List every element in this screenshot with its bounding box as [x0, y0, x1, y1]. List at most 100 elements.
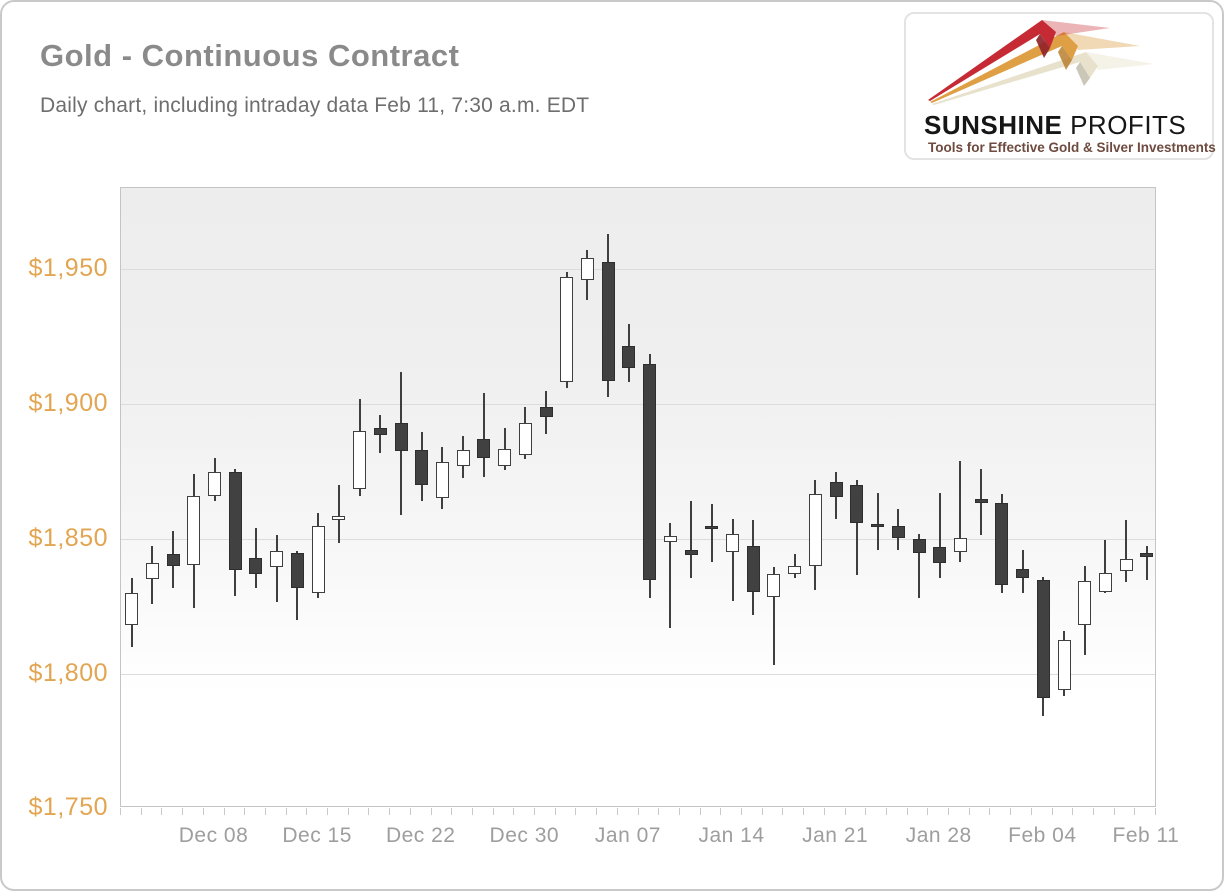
x-axis-day-tick [616, 808, 618, 815]
gridline-1950 [121, 269, 1155, 270]
x-axis-day-tick [575, 808, 577, 815]
candle-wick [669, 522, 672, 629]
x-axis-label: Dec 15 [282, 824, 352, 847]
x-axis-day-tick [948, 808, 949, 815]
x-axis-label: Dec 22 [385, 824, 456, 847]
x-axis-label: Feb 04 [1008, 824, 1077, 847]
y-axis-label: $1,750 [28, 793, 108, 821]
x-axis-day-tick [823, 808, 825, 815]
x-axis-day-tick [368, 808, 370, 815]
candle-body [435, 462, 449, 499]
chart-title: Gold - Continuous Contract [40, 38, 460, 73]
candle-body [353, 431, 367, 490]
candle-body [1057, 640, 1071, 691]
candle-wick [710, 503, 713, 562]
chart-subtitle: Daily chart, including intraday data Feb… [40, 94, 590, 117]
x-axis-day-tick [1113, 808, 1115, 815]
candle-body [953, 537, 967, 553]
candle-body [912, 539, 926, 553]
x-axis-day-tick [989, 808, 991, 815]
logo-name: SUNSHINE PROFITS [924, 110, 1204, 141]
x-axis-day-tick [471, 808, 473, 815]
x-axis-label: Dec 30 [489, 824, 560, 847]
x-axis-label: Jan 07 [594, 824, 661, 847]
x-axis-day-tick [782, 808, 784, 815]
candle-body [290, 552, 304, 588]
candle-body [850, 485, 864, 523]
x-axis-label: Jan 14 [698, 824, 765, 847]
candle-wick [690, 501, 693, 579]
x-axis-day-tick [803, 808, 805, 815]
candle-wick [254, 528, 257, 588]
candle-wick [855, 479, 858, 576]
x-axis-day-tick [451, 808, 453, 815]
x-axis-day-tick [161, 808, 163, 815]
x-axis-day-tick [637, 808, 639, 815]
x-axis-day-tick [306, 808, 308, 815]
logo-tagline: Tools for Effective Gold & Silver Invest… [928, 140, 1216, 155]
x-axis-day-tick [202, 808, 204, 815]
x-axis-day-tick [1092, 808, 1094, 815]
x-axis-day-tick [968, 808, 970, 815]
logo-name-sunshine: SUNSHINE [924, 110, 1063, 140]
candle-body [125, 593, 139, 626]
x-axis-day-tick [327, 808, 328, 815]
x-axis-label: Dec 08 [178, 824, 249, 847]
candle-wick [337, 485, 340, 544]
x-axis-day-tick [223, 808, 225, 815]
candle-body [1140, 552, 1154, 557]
x-axis-day-tick [699, 808, 701, 815]
candle-body [394, 422, 408, 452]
candle-body [726, 533, 740, 553]
gridline-1800 [121, 674, 1155, 675]
x-axis-day-tick [906, 808, 908, 815]
y-axis-label: $1,950 [28, 254, 108, 282]
candle-body [415, 449, 429, 485]
candle-body [933, 547, 947, 564]
x-axis-day-tick [1072, 808, 1074, 815]
x-axis-day-tick [865, 808, 867, 815]
sunshine-arrows-icon [928, 20, 1154, 105]
x-axis-day-tick [554, 808, 556, 815]
candle-body [622, 345, 636, 368]
candle-wick [793, 553, 796, 579]
y-axis-label: $1,900 [28, 389, 108, 417]
x-axis-day-tick [513, 808, 515, 815]
candle-body [1098, 572, 1112, 592]
x-axis-day-tick [430, 808, 432, 815]
logo-name-profits: PROFITS [1070, 110, 1187, 140]
candle-body [498, 448, 512, 467]
candle-body [871, 524, 885, 528]
candle-wick [275, 534, 278, 603]
x-axis-day-tick [1155, 808, 1156, 815]
x-axis-day-tick [741, 808, 742, 815]
candle-body [580, 258, 594, 280]
candle-body [332, 516, 346, 521]
x-axis-day-tick [1010, 808, 1012, 815]
candle-body [643, 363, 657, 580]
x-axis-day-tick [1030, 808, 1032, 815]
candle-wick [731, 518, 734, 602]
x-axis-day-tick [140, 808, 142, 815]
x-axis-day-tick [182, 808, 184, 815]
gridline-1900 [121, 404, 1155, 405]
candle-body [539, 406, 553, 418]
candle-body [456, 449, 470, 467]
candle-wick [959, 460, 962, 562]
candle-body [1016, 568, 1030, 579]
candle-body [249, 557, 263, 575]
x-axis-label: Jan 28 [905, 824, 972, 847]
x-axis-day-tick [244, 808, 246, 815]
x-axis-day-tick [720, 808, 722, 815]
x-axis-day-tick [409, 808, 411, 815]
x-axis-day-tick [120, 808, 121, 815]
x-axis-day-tick [347, 808, 349, 815]
candle-body [1036, 579, 1050, 699]
candle-body [663, 536, 677, 542]
candle-body [518, 422, 532, 456]
x-axis-day-tick [761, 808, 763, 815]
x-axis-day-tick [492, 808, 494, 815]
candle-body [891, 525, 905, 538]
candle-body [270, 551, 284, 568]
x-axis-day-tick [285, 808, 287, 815]
